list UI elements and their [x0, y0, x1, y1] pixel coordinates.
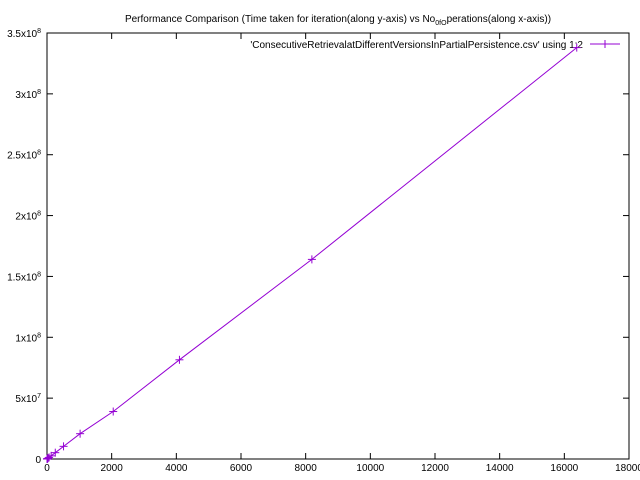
x-tick-label: 4000 [165, 463, 188, 474]
y-tick-label: 1.5x108 [7, 271, 41, 283]
y-tick-label: 2.5x108 [7, 150, 41, 162]
x-tick-label: 6000 [230, 463, 253, 474]
x-tick-label: 2000 [101, 463, 124, 474]
y-tick-label: 2x108 [15, 211, 41, 223]
legend-marker [601, 40, 609, 48]
y-tick-label: 0 [35, 455, 41, 466]
data-point [76, 429, 85, 438]
legend-label: 'ConsecutiveRetrievalatDifferentVersions… [250, 40, 583, 51]
data-point [45, 453, 54, 462]
data-point [109, 407, 118, 416]
x-tick-label: 12000 [421, 463, 449, 474]
data-point [47, 451, 56, 460]
x-tick-label: 14000 [486, 463, 514, 474]
data-point [175, 355, 184, 364]
legend: 'ConsecutiveRetrievalatDifferentVersions… [250, 40, 620, 51]
data-point [572, 43, 581, 52]
y-tick-label: 3x108 [15, 89, 41, 101]
x-tick-label: 10000 [356, 463, 384, 474]
y-tick-label: 5x107 [15, 393, 41, 405]
x-tick-label: 16000 [550, 463, 578, 474]
plot-frame [46, 32, 630, 460]
series-line [46, 47, 578, 460]
x-tick-label: 0 [44, 463, 50, 474]
data-point [59, 442, 68, 451]
data-point [51, 448, 60, 457]
x-axis: 0 2000 4000 6000 8000 10000 12000 14000 16000 180… [44, 33, 640, 474]
y-tick-label: 3.5x108 [7, 28, 41, 40]
y-tick-label: 1x108 [15, 332, 41, 344]
x-tick-label: 8000 [295, 463, 318, 474]
chart-title: Performance Comparison (Time taken for i… [125, 14, 551, 27]
y-axis: 0 5x107 1x108 1.5x108 2x108 2.5x108 3x108 3.5x1… [7, 28, 629, 466]
data-point [307, 255, 316, 264]
series-group [43, 43, 581, 463]
